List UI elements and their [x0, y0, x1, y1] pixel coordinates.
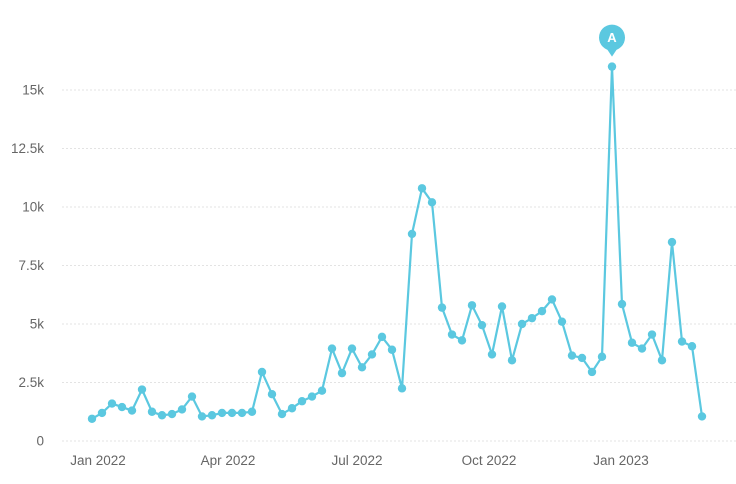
data-point-43[interactable] [517, 319, 527, 329]
data-point-40[interactable] [487, 350, 497, 359]
data-point-36[interactable] [447, 330, 457, 339]
y-tick-label: 10k [22, 200, 44, 215]
annotation-bubble [599, 24, 625, 51]
data-point-44[interactable] [527, 313, 537, 323]
grid-lines [62, 89, 736, 442]
data-point-4[interactable] [127, 406, 137, 415]
data-point-3[interactable] [117, 402, 127, 412]
y-tick-label: 2.5k [18, 375, 44, 390]
annotation-label: A [607, 30, 617, 45]
data-point-19[interactable] [277, 409, 287, 419]
data-point-61[interactable] [697, 412, 707, 421]
data-point-9[interactable] [177, 405, 187, 414]
data-point-29[interactable] [377, 332, 387, 342]
data-point-1[interactable] [97, 408, 107, 418]
y-tick-label: 5k [30, 317, 45, 332]
x-tick-label: Apr 2022 [201, 453, 256, 468]
data-point-50[interactable] [587, 367, 597, 377]
x-axis-ticks: Jan 2022 Apr 2022 Jul 2022 Oct 2022 Jan 2023 [70, 453, 649, 468]
x-tick-label: Jan 2022 [70, 453, 126, 468]
data-point-26[interactable] [347, 344, 357, 353]
data-point-25[interactable] [337, 368, 347, 378]
data-point-59[interactable] [677, 337, 687, 346]
data-point-48[interactable] [567, 351, 577, 360]
data-point-7[interactable] [157, 411, 167, 420]
series [87, 62, 707, 423]
data-point-11[interactable] [197, 412, 207, 421]
data-point-31[interactable] [397, 384, 407, 393]
data-point-22[interactable] [307, 392, 317, 401]
y-tick-label: 0 [36, 434, 44, 449]
data-point-33[interactable] [417, 184, 427, 193]
annotations: A [599, 24, 625, 57]
data-point-23[interactable] [317, 386, 327, 395]
data-point-16[interactable] [247, 407, 257, 416]
data-point-51[interactable] [597, 352, 607, 361]
data-point-20[interactable] [287, 404, 297, 413]
x-tick-label: Jan 2023 [593, 453, 649, 468]
data-point-41[interactable] [497, 302, 507, 311]
data-point-60[interactable] [687, 342, 697, 351]
y-tick-label: 12.5k [11, 141, 44, 156]
data-point-45[interactable] [537, 306, 547, 316]
data-point-6[interactable] [147, 407, 157, 416]
data-point-17[interactable] [257, 367, 267, 377]
data-point-8[interactable] [167, 409, 177, 419]
data-point-34[interactable] [427, 198, 437, 207]
x-tick-label: Jul 2022 [331, 453, 382, 468]
data-point-39[interactable] [477, 320, 487, 330]
data-point-32[interactable] [407, 229, 417, 239]
x-tick-label: Oct 2022 [462, 453, 517, 468]
data-point-58[interactable] [667, 237, 677, 247]
data-point-13[interactable] [217, 408, 227, 418]
data-point-5[interactable] [137, 385, 147, 394]
y-tick-label: 15k [22, 83, 44, 98]
data-point-47[interactable] [557, 317, 567, 326]
data-point-54[interactable] [627, 338, 637, 347]
y-tick-label: 7.5k [18, 258, 44, 273]
data-point-2[interactable] [107, 399, 117, 408]
data-point-18[interactable] [267, 390, 277, 399]
annotation-marker-A[interactable]: A [599, 24, 625, 57]
data-point-37[interactable] [457, 336, 467, 345]
data-point-0[interactable] [87, 414, 97, 423]
data-point-56[interactable] [647, 330, 657, 339]
data-point-57[interactable] [657, 356, 667, 365]
data-point-14[interactable] [227, 408, 237, 418]
data-point-15[interactable] [237, 408, 247, 418]
data-point-28[interactable] [367, 350, 377, 359]
data-point-52[interactable] [607, 62, 617, 71]
y-axis-ticks: 0 2.5k 5k 7.5k 10k 12.5k 15k [11, 83, 44, 449]
series-line-0 [91, 65, 704, 420]
data-point-55[interactable] [637, 344, 647, 353]
data-point-49[interactable] [577, 353, 587, 363]
data-point-46[interactable] [547, 295, 557, 304]
data-point-12[interactable] [207, 411, 217, 420]
data-point-10[interactable] [187, 392, 197, 401]
data-point-53[interactable] [617, 299, 627, 309]
data-point-38[interactable] [467, 301, 477, 310]
data-point-21[interactable] [297, 397, 307, 406]
data-point-24[interactable] [327, 344, 337, 353]
data-point-30[interactable] [387, 345, 397, 354]
data-point-42[interactable] [507, 356, 517, 365]
data-point-35[interactable] [437, 303, 447, 312]
data-point-27[interactable] [357, 363, 367, 372]
